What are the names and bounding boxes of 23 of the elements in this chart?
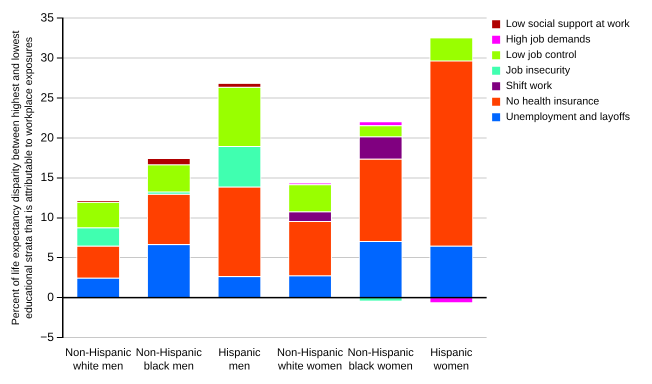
legend-label: High job demands <box>506 34 591 46</box>
y-tick-label: 10 <box>40 210 54 224</box>
y-tick-label: 30 <box>40 50 54 64</box>
x-tick-label: Non-Hispanic white women <box>276 347 344 372</box>
legend-label: Shift work <box>506 80 553 92</box>
legend-label: Low social support at work <box>506 18 630 30</box>
y-tick-label: 20 <box>40 130 54 144</box>
legend-label: Unemployment and layoffs <box>506 111 630 124</box>
y-tick-label: 25 <box>40 90 54 104</box>
legend-label: Low job control <box>506 49 576 62</box>
x-tick-label: Hispanic women <box>430 347 473 372</box>
x-tick-label: Non-Hispanic black men <box>136 347 202 372</box>
y-axis-title: Percent of life expectancy disparity between highest and lowest educational strata that is attributable to workplace exposures <box>10 30 35 326</box>
y-tick-label: 5 <box>47 250 54 264</box>
x-tick-label: Hispanic men <box>218 347 262 372</box>
y-tick-label: 0 <box>47 290 54 304</box>
legend-label: No health insurance <box>506 96 600 108</box>
y-tick-label: 15 <box>40 170 54 184</box>
x-tick-label: Non-Hispanic black women <box>348 347 414 372</box>
legend-label: Job insecurity <box>506 64 571 77</box>
y-tick-label: −5 <box>40 330 54 344</box>
y-tick-label: 35 <box>40 10 54 25</box>
x-tick-label: Non-Hispanic white men <box>65 347 132 372</box>
